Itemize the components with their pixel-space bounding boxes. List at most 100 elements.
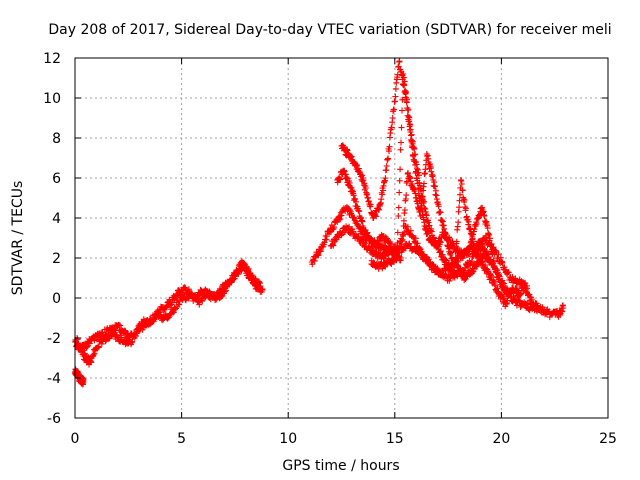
data-point (442, 230, 449, 237)
data-point (499, 258, 505, 265)
data-point (505, 269, 512, 276)
data-point (504, 285, 511, 292)
data-point (323, 236, 330, 243)
data-point (425, 219, 432, 226)
data-point (353, 198, 359, 205)
data-point (440, 272, 447, 279)
data-point (407, 227, 414, 234)
data-point (359, 218, 366, 225)
data-point (218, 290, 225, 296)
data-point (456, 197, 463, 204)
data-point (457, 266, 464, 273)
data-point (199, 298, 206, 305)
data-point (212, 297, 219, 304)
data-point (330, 242, 337, 249)
data-point (412, 235, 419, 242)
data-point (453, 238, 460, 245)
data-point (95, 343, 102, 350)
data-point (411, 145, 418, 152)
data-point (192, 293, 198, 300)
data-point (394, 239, 401, 246)
data-point (484, 225, 491, 232)
data-point (523, 301, 530, 307)
data-point (396, 58, 403, 65)
data-point (455, 259, 462, 265)
data-point (171, 296, 178, 303)
data-point (510, 295, 517, 302)
data-point (164, 315, 171, 322)
data-point (419, 193, 426, 200)
data-point (512, 296, 519, 303)
data-point (395, 204, 402, 211)
data-point (385, 155, 392, 162)
data-point (396, 189, 403, 196)
data-point (383, 163, 390, 169)
data-point (469, 253, 476, 260)
data-point (359, 172, 366, 179)
data-point (217, 289, 224, 296)
data-point (404, 96, 410, 103)
data-point (406, 240, 413, 247)
data-point (456, 204, 463, 211)
y-tick-label: 2 (52, 251, 61, 267)
data-points (72, 58, 567, 388)
data-point (366, 243, 373, 250)
data-point (80, 349, 87, 356)
data-point (420, 198, 427, 205)
data-point (85, 354, 92, 361)
data-point (351, 217, 358, 224)
data-point (409, 138, 416, 145)
data-point (458, 181, 465, 187)
data-point (228, 279, 235, 286)
data-point (394, 229, 401, 236)
data-point (476, 254, 483, 261)
data-point (472, 245, 479, 252)
data-point (444, 266, 451, 273)
data-point (488, 240, 495, 247)
data-point (379, 191, 386, 198)
y-tick-label: 6 (52, 171, 61, 187)
data-point (134, 330, 141, 337)
data-point (523, 282, 530, 289)
data-point (317, 248, 324, 255)
data-point (362, 240, 369, 247)
data-point (487, 259, 494, 266)
data-point (464, 252, 471, 258)
data-point (443, 234, 450, 241)
data-point (80, 377, 87, 384)
data-point (423, 212, 430, 219)
data-point (461, 197, 468, 204)
data-point (343, 174, 350, 181)
data-point (400, 74, 407, 81)
data-point (501, 280, 508, 287)
data-point (386, 143, 393, 150)
data-point (397, 146, 404, 153)
data-point (151, 315, 158, 322)
data-point (181, 284, 188, 291)
data-point (337, 216, 344, 223)
data-point (441, 225, 448, 232)
data-point (492, 247, 499, 254)
data-point (344, 147, 351, 154)
data-point (496, 273, 503, 280)
y-axis-ticks: -6 -4 -2 0 2 4 6 8 10 12 (43, 51, 608, 427)
data-point (459, 187, 466, 194)
data-point (378, 196, 385, 203)
data-point (348, 210, 355, 217)
data-point (478, 240, 485, 247)
data-point (159, 317, 166, 324)
data-point (337, 176, 344, 183)
data-point (163, 304, 170, 311)
data-point (393, 257, 400, 264)
data-point (468, 258, 475, 265)
data-point (437, 209, 444, 216)
data-point (385, 251, 392, 258)
data-point (418, 248, 425, 255)
data-point (132, 332, 139, 339)
data-point (451, 269, 457, 275)
data-point (117, 322, 124, 329)
data-point (546, 314, 553, 321)
data-point (490, 244, 497, 251)
data-point (416, 208, 423, 215)
data-point (403, 89, 410, 96)
